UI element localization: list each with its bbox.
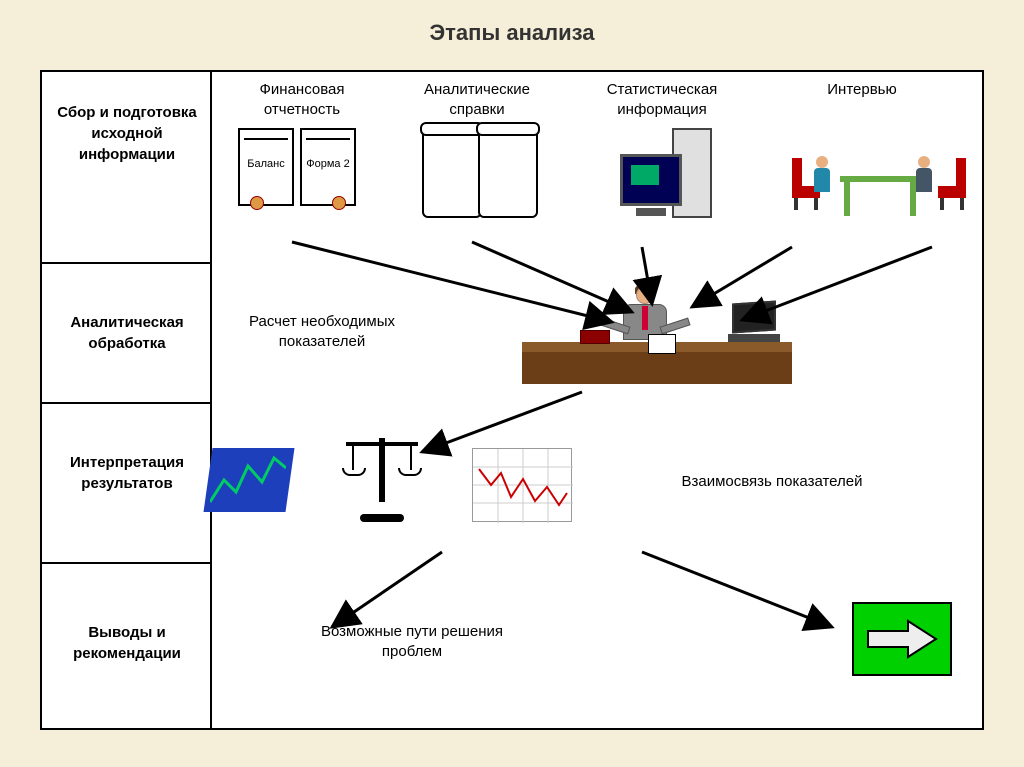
chart-3d-icon <box>196 442 296 522</box>
divider-3 <box>42 562 212 564</box>
stage-4-label: Выводы и рекомендации <box>42 622 212 664</box>
stages-sidebar: Сбор и подготовка исходной информации Ан… <box>42 72 212 728</box>
label-calc: Расчет необходимых показателей <box>242 312 402 351</box>
stage-2-label: Аналитическая обработка <box>42 312 212 354</box>
diagram-content: Финансовая отчетность Аналитические спра… <box>212 72 986 728</box>
label-statistical: Статистическая информация <box>582 80 742 119</box>
label-relation: Взаимосвязь показателей <box>632 472 912 492</box>
diagram-frame: Сбор и подготовка исходной информации Ан… <box>40 70 984 730</box>
label-financial: Финансовая отчетность <box>232 80 372 119</box>
interview-icon <box>792 132 972 222</box>
slide: Этапы анализа Сбор и подготовка исходной… <box>0 0 1024 767</box>
label-analytical: Аналитические справки <box>402 80 552 119</box>
label-solutions: Возможные пути решения проблем <box>312 622 512 661</box>
stage-3-label: Интерпретация результатов <box>42 452 212 494</box>
page-title: Этапы анализа <box>0 20 1024 46</box>
divider-2 <box>42 402 212 404</box>
scales-icon <box>342 432 422 522</box>
doc-balance-label: Баланс <box>240 158 292 170</box>
line-chart-icon <box>472 448 572 522</box>
label-interview: Интервью <box>792 80 932 100</box>
stage-1-label: Сбор и подготовка исходной информации <box>42 102 212 165</box>
divider-1 <box>42 262 212 264</box>
arrow-sign-icon <box>852 602 952 676</box>
doc-form2-label: Форма 2 <box>302 158 354 170</box>
